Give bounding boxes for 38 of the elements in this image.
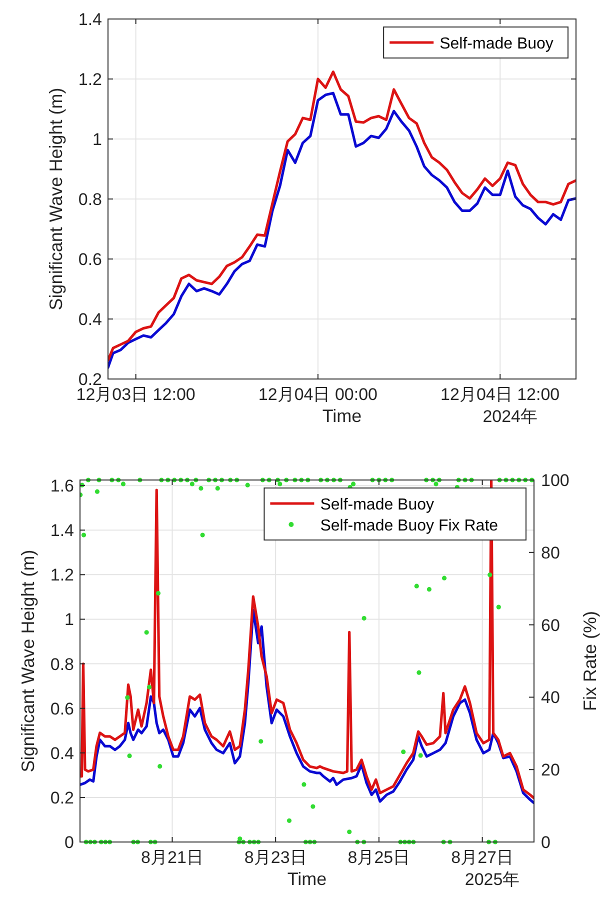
y-tick-label: 0: [64, 833, 74, 852]
y2-tick-label: 0: [541, 833, 550, 852]
legend-label: Self-made Buoy: [320, 496, 434, 514]
text: 2024年: [482, 407, 538, 426]
x-axis-title: Time: [322, 406, 362, 426]
x-tick-label: 12月04日 12:00: [440, 385, 560, 404]
y-tick-label: 1.4: [50, 521, 74, 540]
legend-label: Self-made Buoy: [440, 36, 554, 52]
x-tick-label: 8月23日: [244, 848, 307, 867]
y-tick-label: 0.6: [50, 699, 74, 718]
y-tick-label: 1.4: [78, 10, 102, 29]
y-tick-label: 0.2: [50, 788, 74, 808]
y2-tick-label: 100: [541, 471, 570, 490]
x-tick-label: 8月27日: [451, 848, 514, 867]
x-tick-label: 8月25日: [348, 848, 410, 867]
x-axis-title: Time: [287, 869, 327, 889]
y-tick-label: 0.4: [78, 310, 102, 329]
y-tick-label: 0.8: [50, 654, 74, 674]
y-tick-label: 1: [92, 130, 102, 149]
x-tick-label: 12月03日 12:00: [76, 385, 196, 404]
x-tick-label: 8月21日: [141, 848, 204, 867]
legend-label: Self-made Buoy Fix Rate: [320, 518, 498, 534]
y2-tick-label: 80: [541, 543, 560, 562]
text: 2025年: [464, 870, 520, 889]
y2-axis-title: Fix Rate (%): [580, 610, 600, 712]
y-axis-title: Significant Wave Height (m): [46, 88, 66, 310]
y2-tick-label: 40: [541, 688, 560, 708]
y-tick-label: 0.4: [50, 744, 74, 763]
y-tick-label: 1.6: [50, 476, 74, 496]
y-tick-label: 1.2: [78, 70, 102, 89]
y2-tick-label: 20: [541, 760, 560, 780]
y-tick-label: 0.6: [78, 250, 102, 269]
y-axis-title: Significant Wave Height (m): [18, 550, 38, 772]
y-tick-label: 1: [64, 610, 74, 630]
y2-tick-label: 60: [541, 616, 560, 635]
y-tick-label: 1.2: [50, 566, 74, 585]
y-tick-label: 0.8: [78, 190, 102, 209]
x-tick-label: 12月04日 00:00: [258, 385, 378, 404]
